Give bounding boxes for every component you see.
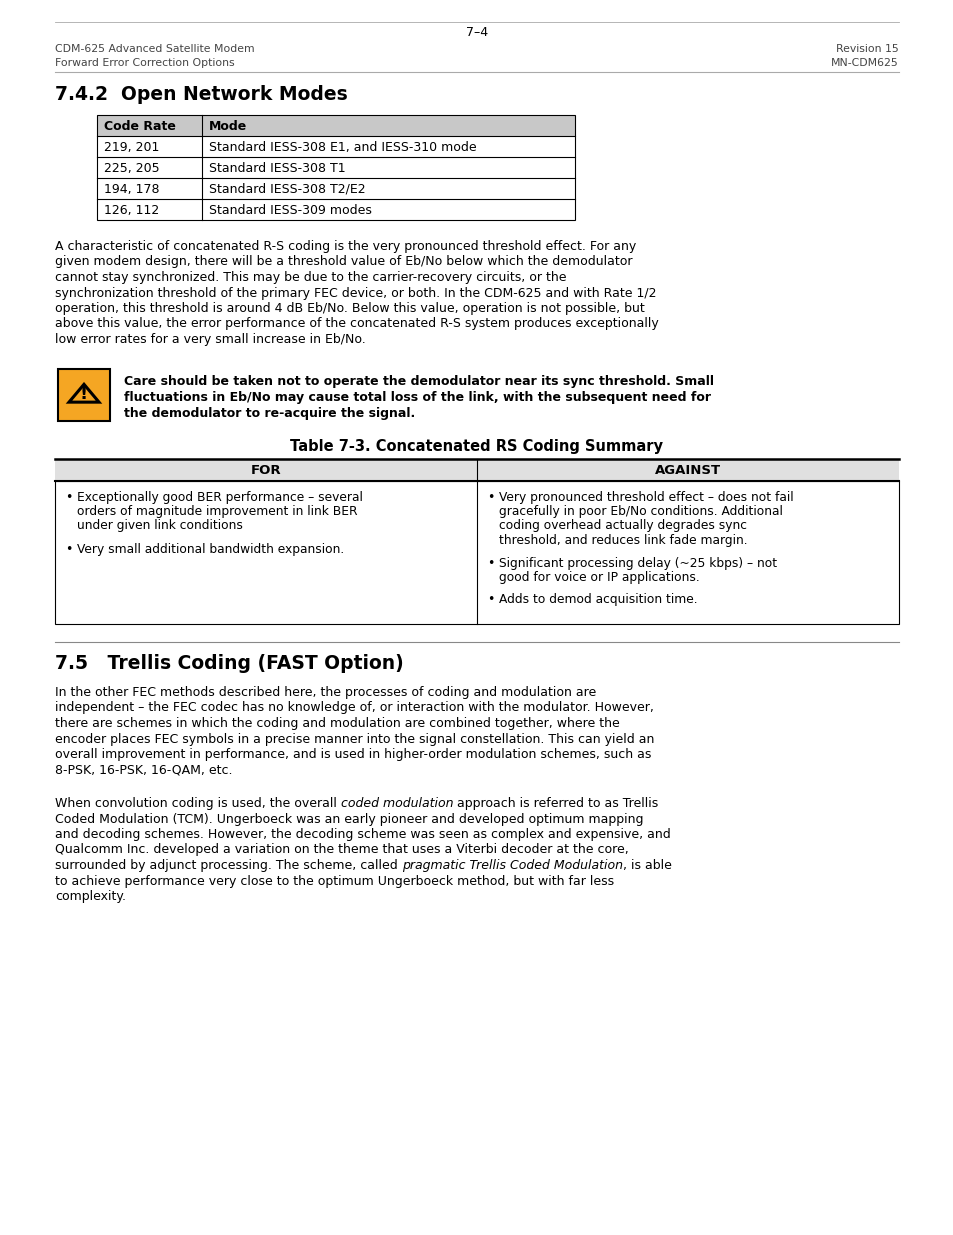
Text: A characteristic of concatenated R-S coding is the very pronounced threshold eff: A characteristic of concatenated R-S cod… (55, 240, 636, 253)
Text: CDM-625 Advanced Satellite Modem: CDM-625 Advanced Satellite Modem (55, 44, 254, 54)
Text: Care should be taken not to operate the demodulator near its sync threshold. Sma: Care should be taken not to operate the … (124, 374, 713, 388)
Text: Table 7-3. Concatenated RS Coding Summary: Table 7-3. Concatenated RS Coding Summar… (291, 438, 662, 453)
Text: , is able: , is able (622, 860, 671, 872)
FancyBboxPatch shape (55, 458, 898, 480)
Text: orders of magnitude improvement in link BER: orders of magnitude improvement in link … (77, 505, 357, 517)
Text: operation, this threshold is around 4 dB Eb/No. Below this value, operation is n: operation, this threshold is around 4 dB… (55, 303, 644, 315)
Text: fluctuations in Eb/No may cause total loss of the link, with the subsequent need: fluctuations in Eb/No may cause total lo… (124, 390, 710, 404)
Text: surrounded by adjunct processing. The scheme, called: surrounded by adjunct processing. The sc… (55, 860, 401, 872)
Text: Code Rate: Code Rate (104, 120, 175, 133)
Text: When convolution coding is used, the overall: When convolution coding is used, the ove… (55, 797, 340, 810)
Text: Very small additional bandwidth expansion.: Very small additional bandwidth expansio… (77, 543, 344, 556)
Text: •: • (486, 594, 494, 606)
Text: pragmatic Trellis Coded Modulation: pragmatic Trellis Coded Modulation (401, 860, 622, 872)
FancyBboxPatch shape (58, 368, 110, 420)
Text: threshold, and reduces link fade margin.: threshold, and reduces link fade margin. (498, 534, 747, 547)
Text: 225, 205: 225, 205 (104, 162, 159, 175)
Text: 7.4.2  Open Network Modes: 7.4.2 Open Network Modes (55, 85, 348, 104)
FancyBboxPatch shape (97, 115, 575, 136)
Text: coding overhead actually degrades sync: coding overhead actually degrades sync (498, 520, 746, 532)
Text: •: • (65, 490, 72, 504)
Text: 7.5   Trellis Coding (FAST Option): 7.5 Trellis Coding (FAST Option) (55, 655, 403, 673)
Text: Revision 15: Revision 15 (836, 44, 898, 54)
Text: Very pronounced threshold effect – does not fail: Very pronounced threshold effect – does … (498, 490, 793, 504)
Text: above this value, the error performance of the concatenated R-S system produces : above this value, the error performance … (55, 317, 659, 331)
Text: •: • (65, 543, 72, 556)
Text: In the other FEC methods described here, the processes of coding and modulation : In the other FEC methods described here,… (55, 685, 596, 699)
Text: there are schemes in which the coding and modulation are combined together, wher: there are schemes in which the coding an… (55, 718, 619, 730)
Text: good for voice or IP applications.: good for voice or IP applications. (498, 571, 699, 584)
Text: •: • (486, 557, 494, 569)
Text: !: ! (80, 384, 88, 403)
Text: Exceptionally good BER performance – several: Exceptionally good BER performance – sev… (77, 490, 362, 504)
Text: synchronization threshold of the primary FEC device, or both. In the CDM-625 and: synchronization threshold of the primary… (55, 287, 656, 300)
Text: overall improvement in performance, and is used in higher-order modulation schem: overall improvement in performance, and … (55, 748, 651, 761)
Text: FOR: FOR (251, 463, 281, 477)
Text: encoder places FEC symbols in a precise manner into the signal constellation. Th: encoder places FEC symbols in a precise … (55, 732, 654, 746)
Text: Standard IESS-308 T1: Standard IESS-308 T1 (209, 162, 345, 175)
Text: given modem design, there will be a threshold value of Eb/No below which the dem: given modem design, there will be a thre… (55, 256, 632, 268)
Text: Adds to demod acquisition time.: Adds to demod acquisition time. (498, 594, 697, 606)
Text: to achieve performance very close to the optimum Ungerboeck method, but with far: to achieve performance very close to the… (55, 874, 614, 888)
Text: 219, 201: 219, 201 (104, 141, 159, 154)
Text: Standard IESS-308 T2/E2: Standard IESS-308 T2/E2 (209, 183, 365, 196)
Text: 194, 178: 194, 178 (104, 183, 159, 196)
Text: Coded Modulation (TCM). Ungerboeck was an early pioneer and developed optimum ma: Coded Modulation (TCM). Ungerboeck was a… (55, 813, 643, 825)
Text: under given link conditions: under given link conditions (77, 520, 243, 532)
Text: the demodulator to re-acquire the signal.: the demodulator to re-acquire the signal… (124, 406, 415, 420)
Text: Significant processing delay (~25 kbps) – not: Significant processing delay (~25 kbps) … (498, 557, 777, 569)
Text: 126, 112: 126, 112 (104, 204, 159, 217)
Text: coded modulation: coded modulation (340, 797, 453, 810)
Text: complexity.: complexity. (55, 890, 126, 903)
Text: and decoding schemes. However, the decoding scheme was seen as complex and expen: and decoding schemes. However, the decod… (55, 827, 670, 841)
Text: 8-PSK, 16-PSK, 16-QAM, etc.: 8-PSK, 16-PSK, 16-QAM, etc. (55, 763, 233, 777)
Text: MN-CDM625: MN-CDM625 (830, 58, 898, 68)
Text: •: • (486, 490, 494, 504)
Text: independent – the FEC codec has no knowledge of, or interaction with the modulat: independent – the FEC codec has no knowl… (55, 701, 653, 715)
Text: Mode: Mode (209, 120, 247, 133)
Text: 7–4: 7–4 (465, 26, 488, 40)
Text: gracefully in poor Eb/No conditions. Additional: gracefully in poor Eb/No conditions. Add… (498, 505, 782, 517)
Text: low error rates for a very small increase in Eb/No.: low error rates for a very small increas… (55, 333, 365, 346)
Text: cannot stay synchronized. This may be due to the carrier-recovery circuits, or t: cannot stay synchronized. This may be du… (55, 270, 566, 284)
Text: approach is referred to as Trellis: approach is referred to as Trellis (453, 797, 658, 810)
Text: AGAINST: AGAINST (655, 463, 720, 477)
Text: Standard IESS-309 modes: Standard IESS-309 modes (209, 204, 372, 217)
Text: Forward Error Correction Options: Forward Error Correction Options (55, 58, 234, 68)
Text: Standard IESS-308 E1, and IESS-310 mode: Standard IESS-308 E1, and IESS-310 mode (209, 141, 476, 154)
Text: Qualcomm Inc. developed a variation on the theme that uses a Viterbi decoder at : Qualcomm Inc. developed a variation on t… (55, 844, 628, 857)
